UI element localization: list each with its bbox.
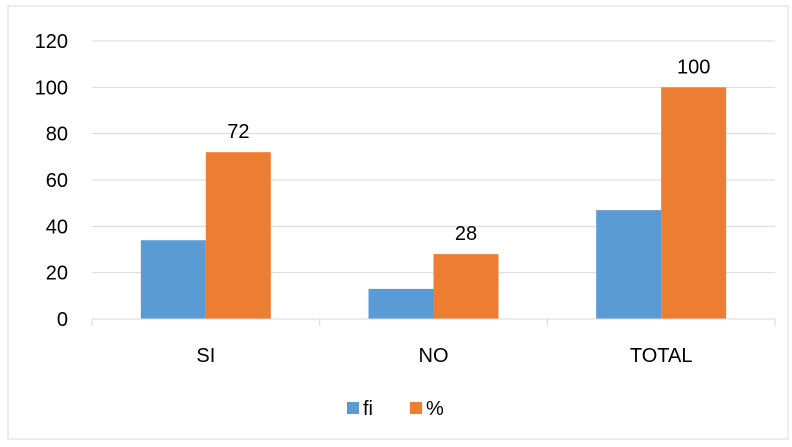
y-axis-ticks: 0 20 40 60 80 100 120 — [35, 31, 68, 331]
y-tick-label: 120 — [35, 31, 68, 53]
legend-label: % — [426, 398, 444, 420]
x-axis: SI NO TOTAL — [91, 318, 776, 367]
y-tick-label: 40 — [46, 216, 68, 238]
y-tick-label: 60 — [46, 170, 68, 192]
y-tick-label: 100 — [35, 77, 68, 99]
bars — [140, 87, 727, 319]
bar-fi-NO — [368, 288, 434, 319]
x-tick-label: NO — [419, 345, 449, 367]
data-label: 100 — [677, 56, 710, 78]
x-tick-label: SI — [196, 345, 215, 367]
y-tick-label: 0 — [57, 309, 68, 331]
legend-swatch-fi — [347, 402, 359, 414]
bar-%-NO — [433, 254, 499, 319]
bar-fi-TOTAL — [596, 210, 662, 319]
data-label: 28 — [455, 223, 477, 245]
y-tick-label: 80 — [46, 124, 68, 146]
bar-fi-SI — [140, 240, 206, 319]
legend-swatch-% — [410, 402, 422, 414]
data-labels: 72 28 100 — [227, 56, 710, 245]
legend-label: fi — [363, 398, 373, 420]
bar-%-SI — [205, 152, 271, 319]
bar-%-TOTAL — [661, 87, 727, 319]
x-tick-label: TOTAL — [630, 345, 693, 367]
data-label: 72 — [227, 121, 249, 143]
legend: fi% — [347, 398, 444, 420]
y-tick-label: 20 — [46, 263, 68, 285]
